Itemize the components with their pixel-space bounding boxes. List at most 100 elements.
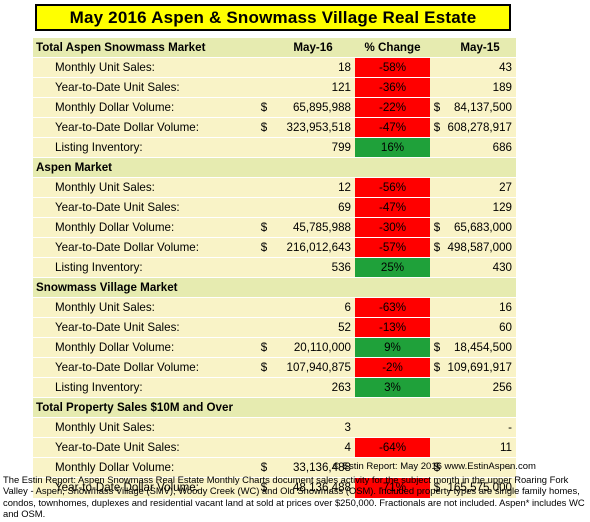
percent-change: 9% bbox=[355, 337, 430, 358]
percent-change bbox=[355, 457, 430, 478]
prior-dollar-sign bbox=[430, 257, 444, 278]
current-value: 69 bbox=[271, 197, 355, 218]
metric-label: Year-to-Date Dollar Volume: bbox=[33, 357, 257, 378]
table-row: Monthly Unit Sales: 12 -56% 27 bbox=[33, 177, 516, 198]
prior-dollar-sign bbox=[430, 57, 444, 78]
percent-change: -71% bbox=[355, 477, 430, 498]
percent-change: -36% bbox=[355, 77, 430, 98]
prior-dollar-sign bbox=[430, 417, 444, 438]
current-dollar-sign: $ bbox=[257, 97, 271, 118]
table-row: Year-to-Date Dollar Volume: $48,136,488 -7… bbox=[33, 477, 516, 498]
table-row: Year-to-Date Unit Sales: 69 -47% 129 bbox=[33, 197, 516, 218]
prior-value: 256 bbox=[444, 377, 516, 398]
table-row: Monthly Unit Sales: 6 -63% 16 bbox=[33, 297, 516, 318]
current-dollar-sign: $ bbox=[257, 477, 271, 498]
table-row: Year-to-Date Dollar Volume: $107,940,875-… bbox=[33, 357, 516, 378]
prior-value: 60 bbox=[444, 317, 516, 338]
current-dollar-sign bbox=[257, 437, 271, 458]
prior-value: - bbox=[444, 417, 516, 438]
current-dollar-sign: $ bbox=[257, 357, 271, 378]
percent-change: -2% bbox=[355, 357, 430, 378]
column-header-current: May-16 bbox=[271, 37, 355, 58]
metric-label: Monthly Dollar Volume: bbox=[33, 217, 257, 238]
prior-value: 65,683,000 bbox=[444, 217, 516, 238]
current-dollar-sign: $ bbox=[257, 237, 271, 258]
prior-dollar-sign: $ bbox=[430, 457, 444, 478]
section-title: Snowmass Village Market bbox=[33, 277, 257, 298]
current-value: 216,012,643 bbox=[271, 237, 355, 258]
metric-label: Year-to-Date Dollar Volume: bbox=[33, 237, 257, 258]
spacer-cell bbox=[257, 37, 271, 58]
current-value: 48,136,488 bbox=[271, 477, 355, 498]
percent-change: -30% bbox=[355, 217, 430, 238]
metric-label: Listing Inventory: bbox=[33, 377, 257, 398]
table-row: Monthly Dollar Volume: $20,110,000 9% $18,4… bbox=[33, 337, 516, 358]
table-row: Monthly Dollar Volume: $65,895,988 -22% $84… bbox=[33, 97, 516, 118]
current-value: 52 bbox=[271, 317, 355, 338]
prior-value: 686 bbox=[444, 137, 516, 158]
current-dollar-sign bbox=[257, 197, 271, 218]
table-row: Listing Inventory: 263 3% 256 bbox=[33, 377, 516, 398]
table-row: Year-to-Date Dollar Volume: $323,953,518-… bbox=[33, 117, 516, 138]
current-value: 65,895,988 bbox=[271, 97, 355, 118]
table-row: Monthly Unit Sales: 3 - bbox=[33, 417, 516, 438]
percent-change: -47% bbox=[355, 117, 430, 138]
prior-dollar-sign bbox=[430, 377, 444, 398]
prior-value: 129 bbox=[444, 197, 516, 218]
table-row: Year-to-Date Unit Sales: 121 -36% 189 bbox=[33, 77, 516, 98]
prior-value: 165,575,000 bbox=[444, 477, 516, 498]
metric-label: Year-to-Date Dollar Volume: bbox=[33, 117, 257, 138]
metric-label: Monthly Unit Sales: bbox=[33, 417, 257, 438]
current-value: 263 bbox=[271, 377, 355, 398]
percent-change: -47% bbox=[355, 197, 430, 218]
metric-label: Year-to-Date Dollar Volume: bbox=[33, 477, 257, 498]
metric-label: Monthly Unit Sales: bbox=[33, 177, 257, 198]
current-value: 3 bbox=[271, 417, 355, 438]
metric-label: Monthly Unit Sales: bbox=[33, 297, 257, 318]
prior-value: 16 bbox=[444, 297, 516, 318]
prior-dollar-sign bbox=[430, 137, 444, 158]
metric-label: Year-to-Date Unit Sales: bbox=[33, 317, 257, 338]
prior-dollar-sign: $ bbox=[430, 217, 444, 238]
prior-value: 43 bbox=[444, 57, 516, 78]
metric-label: Year-to-Date Unit Sales: bbox=[33, 77, 257, 98]
table-row: Monthly Dollar Volume: $45,785,988 -30% $65… bbox=[33, 217, 516, 238]
prior-value: 430 bbox=[444, 257, 516, 278]
current-dollar-sign: $ bbox=[257, 217, 271, 238]
section-header-row: Total Aspen Snowmass Market May-16% Chang… bbox=[33, 37, 516, 58]
metric-label: Year-to-Date Unit Sales: bbox=[33, 437, 257, 458]
section-header-fill bbox=[257, 277, 516, 298]
current-dollar-sign bbox=[257, 317, 271, 338]
current-dollar-sign bbox=[257, 137, 271, 158]
current-value: 18 bbox=[271, 57, 355, 78]
prior-dollar-sign bbox=[430, 197, 444, 218]
metric-label: Listing Inventory: bbox=[33, 257, 257, 278]
prior-dollar-sign bbox=[430, 437, 444, 458]
table-row: Monthly Dollar Volume: $33,136,488 $ - bbox=[33, 457, 516, 478]
table-row: Year-to-Date Dollar Volume: $216,012,643-… bbox=[33, 237, 516, 258]
prior-value: 189 bbox=[444, 77, 516, 98]
current-dollar-sign bbox=[257, 177, 271, 198]
current-dollar-sign bbox=[257, 257, 271, 278]
metric-label: Monthly Dollar Volume: bbox=[33, 457, 257, 478]
column-header-prior: May-15 bbox=[444, 37, 516, 58]
report-title: May 2016 Aspen & Snowmass Village Real E… bbox=[35, 4, 511, 31]
percent-change: -58% bbox=[355, 57, 430, 78]
section-header-fill bbox=[257, 397, 516, 418]
current-dollar-sign bbox=[257, 77, 271, 98]
current-value: 33,136,488 bbox=[271, 457, 355, 478]
prior-dollar-sign: $ bbox=[430, 237, 444, 258]
section-header-row: Aspen Market bbox=[33, 157, 516, 178]
section-header-row: Snowmass Village Market bbox=[33, 277, 516, 298]
metric-label: Listing Inventory: bbox=[33, 137, 257, 158]
prior-value: 109,691,917 bbox=[444, 357, 516, 378]
current-value: 536 bbox=[271, 257, 355, 278]
prior-dollar-sign: $ bbox=[430, 97, 444, 118]
percent-change: -64% bbox=[355, 437, 430, 458]
current-value: 107,940,875 bbox=[271, 357, 355, 378]
section-header-row: Total Property Sales $10M and Over bbox=[33, 397, 516, 418]
metric-label: Monthly Unit Sales: bbox=[33, 57, 257, 78]
prior-value: 27 bbox=[444, 177, 516, 198]
prior-value: 84,137,500 bbox=[444, 97, 516, 118]
prior-value: - bbox=[444, 457, 516, 478]
